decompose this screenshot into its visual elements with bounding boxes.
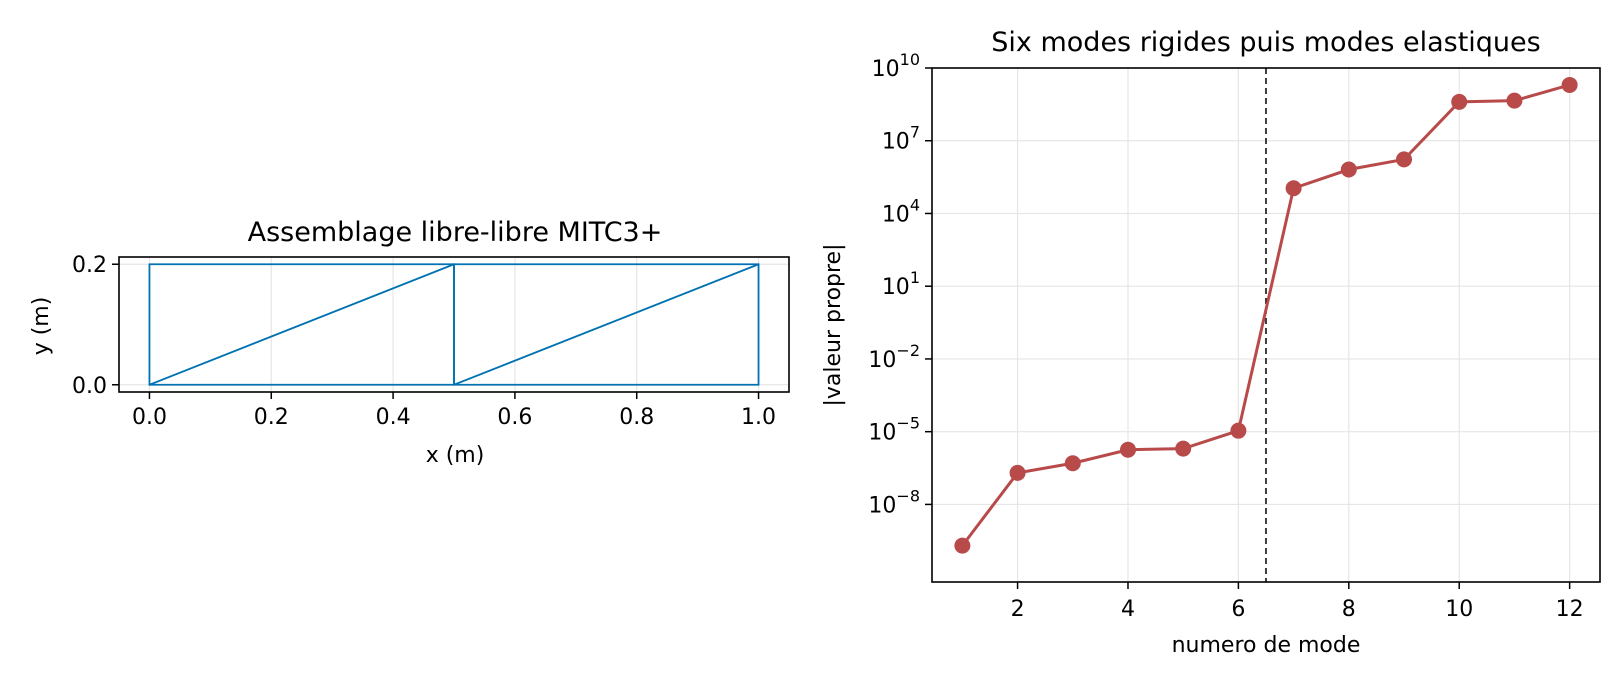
eigenvalue-point — [1009, 464, 1026, 481]
mesh-x-tick-label: 0.2 — [254, 405, 289, 430]
mesh-x-tick-label: 0.4 — [376, 405, 411, 430]
eigenvalue-point — [1396, 151, 1413, 168]
eigenvalue-series-line — [961, 83, 1571, 547]
eigen-y-tick-label: 101 — [882, 268, 920, 300]
eigen-x-ticks: 2 4 6 8 10 12 — [1011, 582, 1584, 622]
eigen-axes-frame — [931, 67, 1601, 583]
eigenvalue-point — [1119, 441, 1136, 458]
eigenvalue-point — [1506, 92, 1523, 109]
eigen-y-ticks: 1010 107 104 101 10−2 10−5 10−8 — [868, 50, 932, 518]
mesh-y-axis-label: y (m) — [29, 297, 54, 356]
eigen-x-tick-label: 4 — [1121, 597, 1135, 622]
mesh-y-tick-label: 0.2 — [72, 253, 107, 278]
mesh-x-ticks: 0.0 0.2 0.4 0.6 0.8 1.0 — [132, 392, 776, 430]
mesh-x-axis-label: x (m) — [426, 443, 485, 468]
eigenvalue-point — [1451, 93, 1468, 110]
eigen-x-tick-label: 8 — [1342, 597, 1356, 622]
eigenvalue-point — [1561, 76, 1578, 93]
mesh-y-tick-label: 0.0 — [72, 374, 107, 399]
eigenvalue-points — [954, 76, 1578, 554]
mesh-x-tick-label: 0.0 — [132, 405, 167, 430]
mesh-x-tick-label: 0.6 — [497, 405, 532, 430]
mesh-panel: 0.0 0.2 0.4 0.6 0.8 1.0 0.0 0.2 Assemblage lib… — [29, 217, 790, 468]
eigen-y-tick-label: 10−5 — [868, 414, 920, 446]
eigenvalue-point — [1175, 440, 1192, 457]
eigen-y-tick-label: 107 — [882, 123, 920, 155]
mesh-edge — [453, 263, 760, 386]
eigen-x-tick-label: 6 — [1231, 597, 1245, 622]
eigen-x-tick-label: 12 — [1556, 597, 1584, 622]
eigenvalue-point — [954, 537, 971, 554]
eigen-x-tick-label: 10 — [1445, 597, 1473, 622]
eigenvalue-point — [1064, 455, 1081, 472]
mesh-y-ticks: 0.0 0.2 — [72, 253, 119, 399]
eigen-panel: 2 4 6 8 10 12 1010 107 104 101 10−2 10−5 10−8 Six m… — [821, 27, 1601, 658]
eigen-y-axis-label: |valeur propre| — [821, 243, 846, 406]
eigen-x-tick-label: 2 — [1011, 597, 1025, 622]
eigenvalue-point — [1230, 422, 1247, 439]
eigen-y-tick-label: 104 — [882, 195, 920, 227]
mesh-x-tick-label: 1.0 — [741, 405, 776, 430]
mesh-axes-frame — [118, 256, 790, 393]
mesh-x-tick-label: 0.8 — [619, 405, 654, 430]
eigen-y-tick-label: 10−2 — [868, 341, 920, 373]
eigen-y-tick-label: 1010 — [872, 50, 920, 82]
mesh-title: Assemblage libre-libre MITC3+ — [248, 217, 663, 248]
eigen-x-axis-label: numero de mode — [1172, 633, 1361, 658]
eigen-y-tick-label: 10−8 — [868, 486, 920, 518]
mesh-edge — [148, 263, 455, 386]
eigenvalue-point — [1285, 180, 1302, 197]
eigen-gridlines — [932, 67, 1600, 582]
eigen-title: Six modes rigides puis modes elastiques — [991, 27, 1540, 58]
eigenvalue-point — [1340, 161, 1357, 178]
mesh-edges — [148, 263, 760, 386]
